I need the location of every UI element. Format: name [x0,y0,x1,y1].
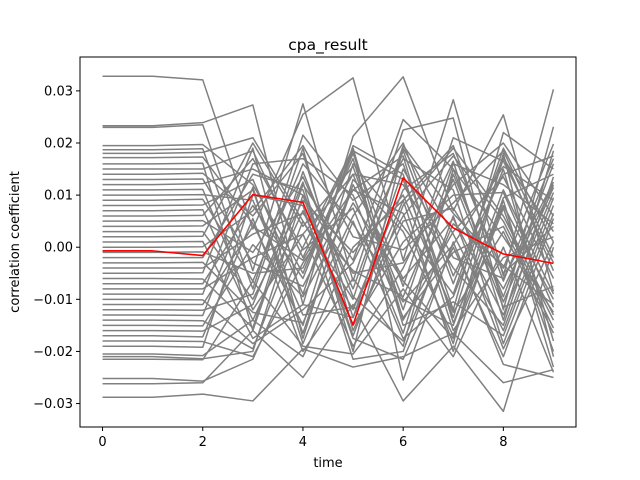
series-line-31 [102,150,555,319]
series-line-47 [102,147,554,382]
series-line-30 [102,170,554,342]
y-axis-label: correlation coefficient [8,171,23,313]
x-tick-label: 8 [499,435,507,450]
series-line-39 [102,202,555,352]
y-tick-label: 0.00 [44,241,73,256]
series-line-33 [102,157,555,329]
x-tick-label: 6 [399,435,407,450]
y-tick-label: 0.01 [44,189,73,204]
series-line-18 [102,157,555,334]
highlight-line-group [102,177,554,326]
y-tick-label: −0.01 [33,293,73,308]
x-tick-label: 0 [98,435,106,450]
y-axis-ticks: −0.03 −0.02 −0.01 0.00 0.01 0.02 0.03 [33,84,80,412]
y-tick-label: 0.03 [44,84,73,99]
series-line-24 [102,144,555,258]
series-line-16 [102,144,554,332]
x-tick-label: 2 [199,435,207,450]
series-line-48 [102,246,555,413]
y-tick-label: −0.03 [33,397,73,412]
plot-frame [79,56,577,428]
highlight-line [102,177,554,326]
x-tick-label: 4 [299,435,307,450]
series-line-41 [102,168,555,353]
series-line-49 [102,332,554,402]
series-line-42 [102,152,555,358]
y-tick-label: 0.02 [44,136,73,151]
series-line-35 [102,173,555,327]
series-line-13 [102,173,555,327]
x-axis-label: time [313,456,342,471]
y-tick-label: −0.02 [33,345,73,360]
series-line-43 [102,194,555,360]
x-axis-ticks: 0 2 4 6 8 [98,427,507,450]
series-line-34 [102,157,555,345]
series-line-44 [102,199,555,368]
chart-title: cpa_result [288,36,367,55]
series-line-15 [102,163,554,303]
